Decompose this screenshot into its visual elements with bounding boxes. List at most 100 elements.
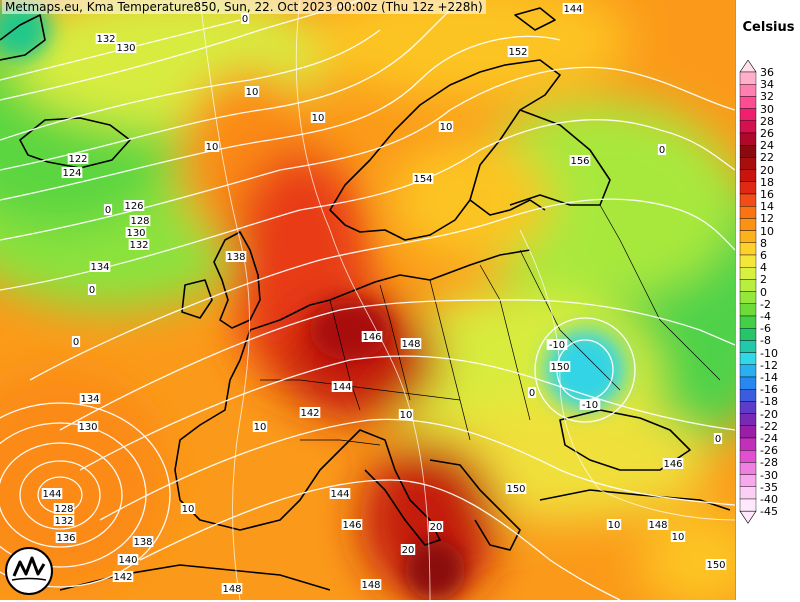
legend-swatch [739,193,757,207]
isobar-label-bg [128,239,150,250]
isobar-label-bg [252,421,268,432]
isobar-label-bg [713,433,723,444]
isobar-label: 156 [570,156,589,167]
legend-swatch [739,303,757,317]
isobar-label: -10 [549,340,565,351]
isobar-label: 126 [124,201,143,212]
legend-label: -16 [760,383,778,397]
legend-label: -26 [760,444,778,458]
legend-label: 24 [760,139,774,153]
isobar-label-bg [225,251,247,262]
legend-swatch [739,425,757,439]
isobar-label: 10 [400,410,413,421]
isotherms [199,0,735,600]
legend-label: -8 [760,334,771,348]
isobar-label-bg [125,227,147,238]
metmaps-logo [4,544,54,598]
legend-label: -12 [760,358,778,372]
legend-label: -6 [760,322,771,336]
legend-swatch [739,279,757,292]
isobar-label: 122 [68,154,87,165]
isobar-label: 134 [90,262,109,273]
isobar-label-bg [331,381,353,392]
isobar-label: 146 [663,459,682,470]
isobar-label: 142 [300,408,319,419]
legend-swatch [739,266,757,280]
isobar-label: -10 [582,400,598,411]
legend-swatch [739,450,757,463]
isobar-label-bg [361,331,383,342]
legend-label: 20 [760,163,774,177]
isobar-label-bg [103,204,113,215]
isobar-label: 134 [80,394,99,405]
isobar-label: 148 [222,584,241,595]
isobar-label-bg [310,112,326,123]
isobar-label: 148 [648,520,667,531]
legend-swatch [739,169,757,182]
isobar-label-bg [95,33,117,44]
legend-swatch [739,254,757,268]
isobar-label: 128 [54,504,73,515]
isobar-label-bg [341,519,363,530]
legend-swatch [739,84,757,97]
isobar-label-bg [657,144,667,155]
isobar-label-bg [61,167,83,178]
isobar-label-bg [71,336,81,347]
legend-label: -4 [760,310,771,323]
isobar-label: 0 [242,14,248,25]
temperature-850-map[interactable]: 144 132 130 0 10 10 10 152 10 154 156 0 122 124 126 128… [0,0,735,600]
legend-swatch [739,291,757,305]
legend-colorbar [739,60,757,524]
legend-swatch [739,498,757,512]
legend-swatch [739,132,757,146]
legend-swatch [739,181,757,195]
isobar-label-bg [123,200,145,211]
isobar-label-bg [412,173,434,184]
isobar-label-bg [579,399,601,410]
isobar-label: 0 [529,388,535,399]
legend-swatch [739,340,757,353]
isobar-label-bg [428,521,444,532]
isobar-label-bg [221,583,243,594]
legend-label: 36 [760,66,774,79]
isobar-label-bg [112,571,134,582]
isobar-label-bg [569,155,591,166]
legend-label: -14 [760,371,778,384]
isobar-label: 10 [312,113,325,124]
isobar-label-bg [204,141,220,152]
isobar-label-bg [55,532,77,543]
isobar-label: 138 [133,537,152,548]
isobar-label-bg [546,339,568,350]
isobar-label: 132 [96,34,115,45]
isobar-label: 20 [402,545,415,556]
legend-label: -40 [760,493,778,506]
isobar-label-bg [360,579,382,590]
legend-swatch [739,157,757,170]
isobar-label-bg [329,488,351,499]
legend-swatch [739,205,757,219]
legend-swatch [739,315,757,329]
legend-swatch [739,120,757,134]
isobar-label-bg [527,387,537,398]
isobar-label: 130 [78,422,97,433]
legend-label: -30 [760,468,778,482]
isobar-label: 142 [113,572,132,583]
legend-label: -2 [760,297,771,311]
isobars [0,0,735,600]
legend-label: 30 [760,102,774,116]
isobar-label-bg [129,215,151,226]
isobar-label: 132 [54,516,73,527]
legend-label: -18 [760,395,778,409]
legend-label: 22 [760,151,774,165]
legend-swatch [739,71,757,85]
isobar-label: 144 [42,489,61,500]
isobar-label-bg [562,3,584,14]
legend-label: -10 [760,346,778,360]
legend-label: 18 [760,175,774,189]
isobar-label: 0 [715,434,721,445]
isobar-label: 10 [182,504,195,515]
legend-label: 34 [760,78,774,92]
isobar-label-bg [87,284,97,295]
isobar-label-bg [398,409,414,420]
isobar-label: 128 [130,216,149,227]
